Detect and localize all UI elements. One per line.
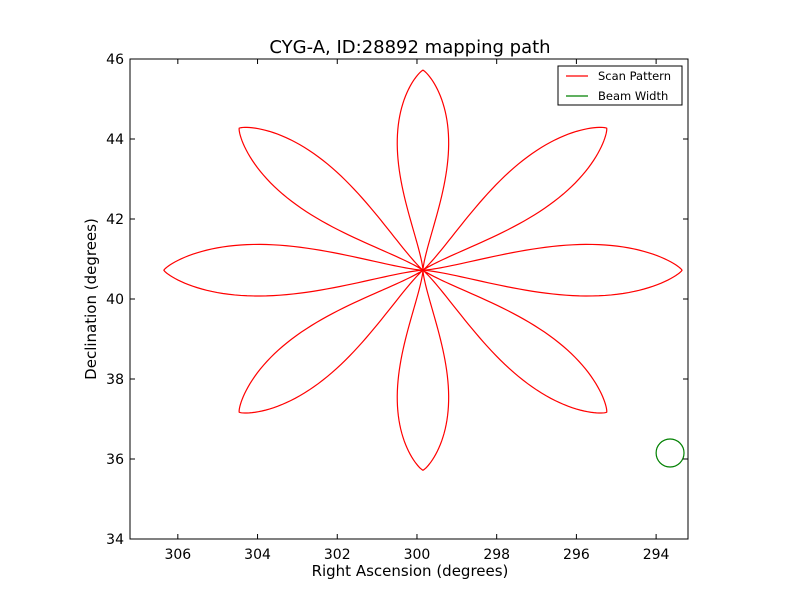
scan-pattern-petal-3: [422, 243, 683, 297]
x-tick-label: 296: [563, 547, 590, 563]
scan-pattern-petal-4: [422, 269, 608, 414]
x-tick-label: 302: [324, 547, 351, 563]
scan-pattern-petal-5: [396, 270, 450, 471]
x-tick-label: 294: [643, 547, 670, 563]
scan-pattern-petal-2: [422, 126, 608, 271]
y-tick-label: 34: [106, 532, 124, 548]
plot-area: [163, 69, 685, 471]
legend-label-beam-width: Beam Width: [598, 89, 668, 103]
x-tick-label: 298: [483, 547, 510, 563]
axes-frame: [129, 58, 689, 540]
beam-width-circle: [655, 438, 685, 468]
y-tick-label: 38: [106, 372, 124, 388]
scan-pattern-petal-7: [163, 243, 423, 297]
x-tick-label: 300: [404, 547, 431, 563]
chart-title: CYG-A, ID:28892 mapping path: [269, 37, 550, 58]
y-tick-label: 40: [106, 292, 124, 308]
y-axis-label: Declination (degrees): [82, 218, 100, 380]
y-tick-label: 36: [106, 452, 124, 468]
x-tick-label: 306: [164, 547, 191, 563]
x-tick-label: 304: [244, 547, 271, 563]
y-tick-label: 44: [106, 132, 124, 148]
scan-pattern-petal-6: [238, 269, 424, 414]
legend: Scan Pattern Beam Width: [557, 65, 683, 106]
y-tick-label: 42: [106, 212, 124, 228]
scan-pattern-petal-8: [238, 126, 424, 271]
legend-label-scan-pattern: Scan Pattern: [598, 69, 671, 83]
axis-ticks: 306 304 302 300 298 296 294 34 36 38 40 42 44 46: [106, 52, 688, 563]
scan-pattern-petal-1: [396, 69, 450, 271]
legend-box: [557, 65, 683, 106]
y-tick-label: 46: [106, 52, 124, 68]
x-axis-label: Right Ascension (degrees): [312, 562, 509, 580]
